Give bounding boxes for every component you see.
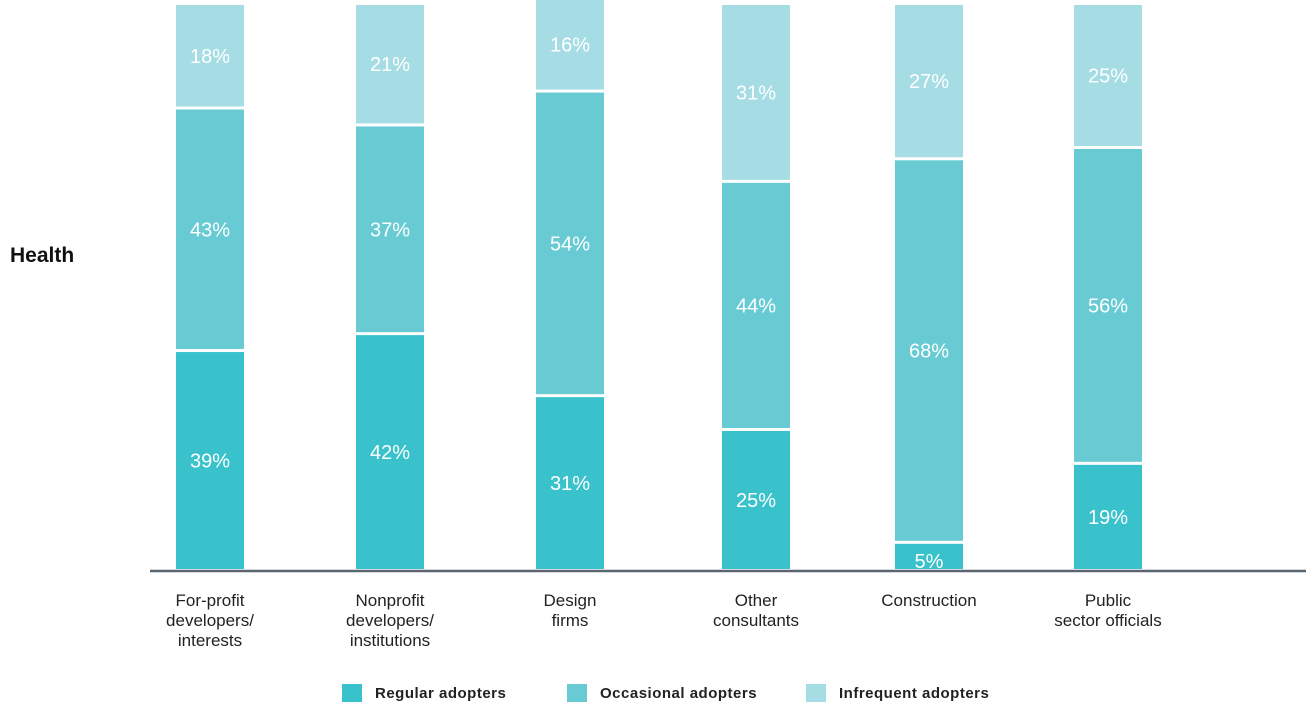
bar-value-label: 25%: [736, 490, 776, 512]
legend-label: Infrequent adopters: [839, 685, 989, 702]
bar-value-label: 68%: [909, 341, 949, 363]
bar-value-label: 31%: [736, 82, 776, 104]
bar-segment-infrequent-adopters: [895, 5, 963, 158]
bar-segment-infrequent-adopters: [176, 5, 244, 107]
bar-value-label: 27%: [909, 71, 949, 93]
category-label: Public sector officials: [1054, 591, 1161, 630]
bar-segment-occasional-adopters: [536, 92, 604, 395]
bar-segment-regular-adopters: [356, 335, 424, 569]
category-label: Design firms: [544, 591, 597, 630]
bar-segment-regular-adopters: [176, 352, 244, 569]
bar-value-label: 16%: [550, 34, 590, 56]
bar-value-label: 43%: [190, 219, 230, 241]
bar-value-label: 19%: [1088, 507, 1128, 529]
bar-value-label: 54%: [550, 233, 590, 255]
row-label: Health: [10, 244, 74, 267]
legend-label: Regular adopters: [375, 685, 506, 702]
bar-value-label: 44%: [736, 295, 776, 317]
category-label: Nonprofit developers/institutions: [346, 591, 434, 650]
legend-swatch: [567, 684, 587, 702]
category-label: Construction: [881, 591, 976, 610]
legend: Regular adopters Occasional adopters Infre…: [342, 684, 989, 702]
bar-value-label: 39%: [190, 451, 230, 473]
category-labels: For-profit developers/interests Nonprofit d…: [166, 591, 1162, 650]
category-label: For-profit developers/interests: [166, 591, 254, 650]
bar-value-label: 5%: [915, 551, 944, 573]
bar-value-label: 37%: [370, 219, 410, 241]
bar-segment-regular-adopters: [1074, 464, 1142, 569]
bar-segment-regular-adopters: [536, 397, 604, 569]
bar-segment-infrequent-adopters: [722, 5, 790, 180]
bar-segment-infrequent-adopters: [536, 0, 604, 90]
bar-segment-occasional-adopters: [1074, 149, 1142, 462]
bar-segment-occasional-adopters: [722, 182, 790, 428]
bar-segment-regular-adopters: [895, 543, 963, 569]
bar-segment-occasional-adopters: [176, 109, 244, 350]
legend-label: Occasional adopters: [600, 685, 757, 702]
bar-value-label: 18%: [190, 46, 230, 68]
category-label: Other consultants: [713, 591, 799, 630]
legend-swatch: [342, 684, 362, 702]
bars-group: 39% 43% 18% 42% 37% 21% 31% 54% 16% 25% 44% 31% 5% 68…: [176, 0, 1142, 573]
bar-segment-infrequent-adopters: [356, 5, 424, 124]
bar-segment-regular-adopters: [722, 431, 790, 569]
bar-value-label: 21%: [370, 54, 410, 76]
bar-value-label: 42%: [370, 442, 410, 464]
bar-segment-infrequent-adopters: [1074, 5, 1142, 146]
legend-swatch: [806, 684, 826, 702]
bar-value-label: 31%: [550, 473, 590, 495]
bar-value-label: 56%: [1088, 295, 1128, 317]
bar-segment-occasional-adopters: [356, 126, 424, 333]
bar-value-label: 25%: [1088, 66, 1128, 88]
bar-segment-occasional-adopters: [895, 160, 963, 541]
